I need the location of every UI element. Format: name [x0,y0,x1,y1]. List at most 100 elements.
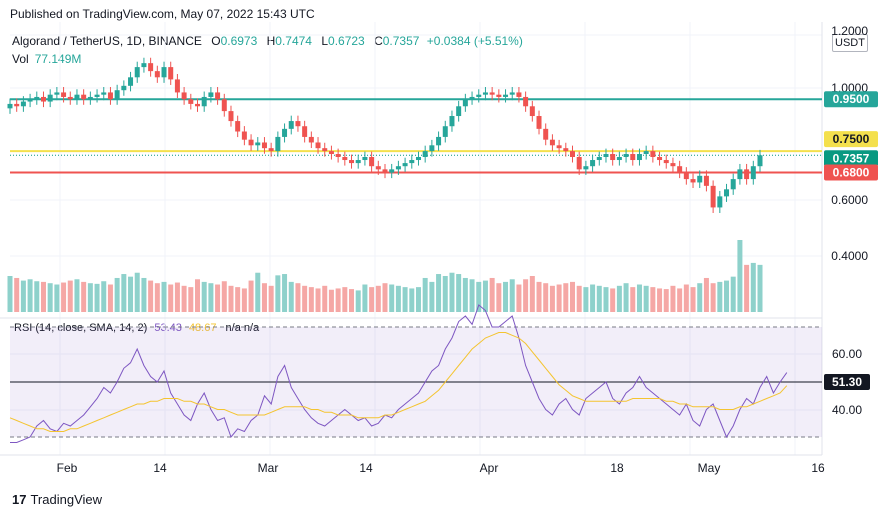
candle-body [744,169,750,180]
candle-body [703,175,709,186]
volume-bar [623,283,629,312]
volume-bar [228,285,234,312]
candle-body [362,157,368,161]
high-value: 0.7474 [275,34,312,48]
volume-bar [429,281,435,312]
volume-bar [703,277,709,312]
volume-bar [697,283,703,312]
time-axis-label: 18 [610,461,624,475]
candle-body [67,96,73,100]
tradingview-logo-icon: 17 [12,492,27,507]
volume-bar [275,275,281,312]
volume-bar [94,283,100,312]
candle-body [14,103,20,107]
candle-body [462,99,468,107]
currency-button[interactable]: USDT [832,34,868,52]
volume-bar [248,280,254,312]
candle-body [181,92,187,100]
volume-bar [161,281,167,312]
volume-bar [402,287,408,312]
volume-bar [630,287,636,312]
candle-body [395,166,401,170]
rsi-na-value: n/a n/a [225,322,260,334]
rsi-ma-value: 48.67 [188,322,217,334]
volume-bar [375,285,381,312]
candle-body [677,166,683,173]
volume-bar [596,285,602,312]
volume-bar [362,284,368,312]
volume-bar [677,288,683,312]
level-tag-950-bg [824,91,878,108]
candle-body [449,116,455,127]
volume-bar [382,283,388,312]
volume-bar [710,283,716,312]
vol-label: Vol [12,52,29,66]
candle-body [74,94,80,100]
rsi-axis-label: 40.00 [832,403,862,417]
candle-body [503,94,509,97]
volume-bar [255,272,261,312]
candle-body [636,154,642,161]
volume-bar [462,277,468,312]
close-value: 0.7357 [382,34,420,48]
volume-bar [302,285,308,312]
symbol-name[interactable]: Algorand / TetherUS, 1D, BINANCE [12,34,202,48]
published-header: Published on TradingView.com, May 07, 20… [10,7,315,21]
rsi-label[interactable]: RSI (14, close, SMA, 14, 2) [14,322,148,334]
volume-bar [389,284,395,312]
candle-body [757,155,763,167]
volume-bar [469,279,475,312]
candle-body [710,185,716,208]
volume-bar [489,277,495,312]
candle-body [415,157,421,161]
volume-bar [201,281,207,312]
open-label: O [211,34,221,48]
volume-bar [590,284,596,312]
volume-bar [496,283,502,312]
candle-body [40,96,46,102]
volume-bar [583,287,589,312]
volume-bar [744,264,750,312]
volume-bar [523,279,529,312]
candle-body [516,92,522,97]
rsi-value: 53.43 [154,322,182,334]
volume-bar [509,279,515,312]
volume-bar [456,274,462,312]
candle-body [476,94,482,97]
open-value: 0.6973 [220,34,258,48]
volume-bar [643,285,649,312]
time-axis-label: Mar [258,461,279,475]
volume-bar [20,280,26,312]
volume-bar [570,281,575,312]
candle-body [27,99,33,102]
volume-bar [670,285,676,312]
volume-bar [7,276,13,312]
volume-bar [730,276,736,312]
volume-bar [636,284,642,312]
volume-bar [282,274,288,312]
volume-bar [737,240,743,312]
candle-body [549,139,555,146]
volume-bar [342,287,348,312]
candle-body [228,111,234,122]
candle-body [570,151,575,158]
candle-body [241,131,247,140]
candle-body [201,96,207,107]
high-label: H [266,34,276,48]
volume-bar [61,282,67,312]
candle-body [308,136,314,143]
volume-bar [40,281,46,312]
level-tag-680: 0.6800 [833,166,870,180]
time-axis-label: 14 [153,461,167,475]
candle-body [469,96,475,100]
tradingview-brand[interactable]: 17 TradingView [12,492,102,507]
volume-bar [369,287,375,312]
candle-body [482,92,488,95]
candle-body [248,139,254,146]
time-axis-label: 16 [811,461,825,475]
candle-body [208,92,214,97]
candle-body [409,160,415,164]
candle-body [536,116,542,129]
volume-bar [355,290,361,312]
